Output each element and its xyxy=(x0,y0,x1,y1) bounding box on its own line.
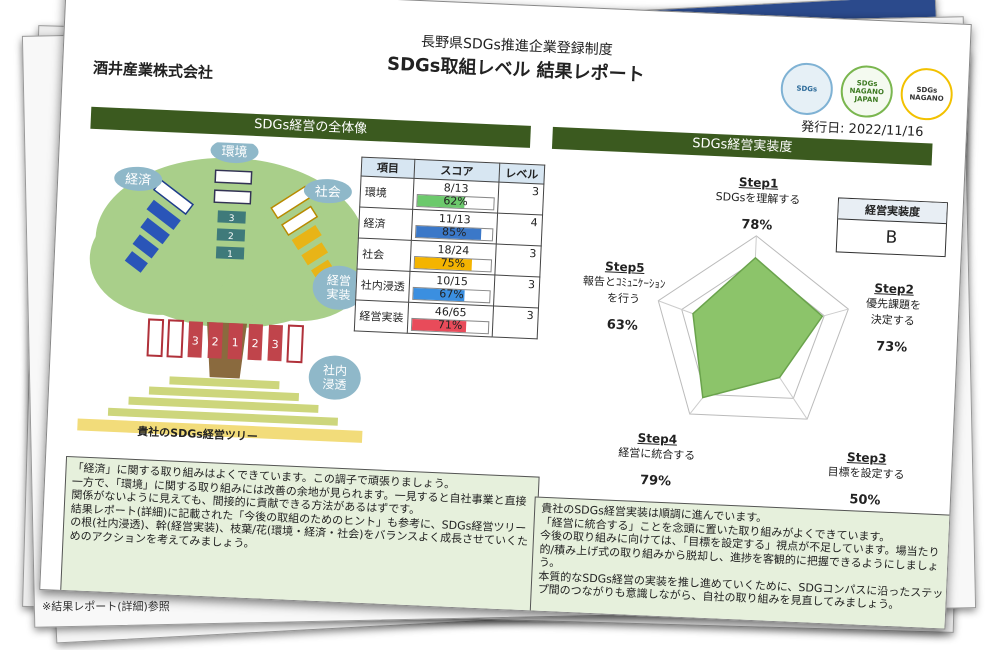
label-bubble-economy xyxy=(114,166,163,191)
row-item: 社会 xyxy=(357,238,412,272)
radar-chart: Step1 SDGsを理解する 78% Step2 優先課題を 決定する 73% Step3… xyxy=(566,148,940,508)
row-progress-bar: 75% xyxy=(413,255,493,273)
radar-step-label: Step5 報告とｺﾐｭﾆｹｰｼｮﾝ を行う 63% xyxy=(572,258,675,335)
issue-date: 発行日: 2022/11/16 xyxy=(800,119,924,141)
header-item: 項目 xyxy=(361,157,415,179)
step-title: Step5 xyxy=(604,259,645,276)
label-bubble-society xyxy=(303,179,352,204)
step-description: 報告とｺﾐｭﾆｹｰｼｮﾝ を行う xyxy=(582,274,666,306)
report-sheet: 長野県SDGs推進企業登録制度 SDGs取組レベル 結果レポート 酒井産業株式会… xyxy=(39,0,972,630)
step-title: Step3 xyxy=(846,450,887,466)
logo-group: SDGs SDGs NAGANO JAPAN SDGs NAGANO xyxy=(779,61,954,122)
step-title: Step1 xyxy=(738,175,779,191)
step-percentage: 79% xyxy=(639,473,672,490)
management-pillars: 3 2 1 2 3 xyxy=(146,318,305,364)
row-score-cell: 46/65 71% xyxy=(407,302,494,337)
svg-text:2: 2 xyxy=(211,335,219,348)
svg-text:2: 2 xyxy=(251,337,259,350)
step-title: Step2 xyxy=(874,281,915,297)
svg-text:1: 1 xyxy=(231,336,239,349)
radar-step-label: Step3 目標を設定する 50% xyxy=(815,449,917,510)
row-progress-label: 71% xyxy=(437,318,463,333)
row-level: 3 xyxy=(492,305,539,339)
row-progress-bar: 85% xyxy=(414,224,494,242)
row-level: 3 xyxy=(494,244,542,277)
step-percentage: 50% xyxy=(849,492,881,509)
nagano-sdgs-logo: SDGs xyxy=(779,61,834,117)
row-level: 3 xyxy=(493,275,540,308)
sdgs-nagano-japan-logo: SDGs NAGANO JAPAN xyxy=(839,64,894,119)
radar-grid-ring xyxy=(657,235,849,420)
radar-grid-ring xyxy=(681,260,825,399)
row-item: 環境 xyxy=(359,176,415,210)
row-progress-label: 85% xyxy=(441,225,467,240)
row-progress-label: 62% xyxy=(443,194,469,209)
root-level-4 xyxy=(107,407,339,426)
row-progress-bar: 67% xyxy=(412,286,491,304)
root-level-3 xyxy=(128,396,319,413)
row-score-cell: 10/15 67% xyxy=(408,271,495,306)
row-progress-bar: 71% xyxy=(410,317,490,335)
implementation-comment: 貴社のSDGs経営実装は順調に進んでいます。 「経営に統合する」ことを念頭に置い… xyxy=(529,496,959,630)
radar-step-label: Step4 経営に統合する 79% xyxy=(605,430,707,491)
svg-text:3: 3 xyxy=(191,334,199,347)
score-row: 経営実装 46/65 71% 3 xyxy=(354,299,539,339)
step-description: 経営に統合する xyxy=(617,446,696,463)
sdgs-tree-illustration: 3 2 1 2 3 3 2 1 xyxy=(77,138,370,443)
row-score-cell: 18/24 75% xyxy=(409,240,497,276)
svg-text:1: 1 xyxy=(227,250,233,260)
row-progress-label: 75% xyxy=(440,256,466,271)
row-score-cell: 8/13 62% xyxy=(412,178,499,214)
header-level: レベル xyxy=(498,163,545,185)
tree-label-management: 経営実装 xyxy=(326,273,351,302)
label-bubble-management xyxy=(312,265,365,310)
row-item: 経営実装 xyxy=(354,299,409,334)
economy-blocks xyxy=(124,179,195,273)
row-item: 社内浸透 xyxy=(355,268,410,303)
step-description: 優先課題を 決定する xyxy=(865,296,922,328)
root-level-2 xyxy=(148,386,300,402)
label-bubble-penetration xyxy=(308,355,361,400)
row-level: 4 xyxy=(496,213,543,246)
radar-svg xyxy=(657,235,849,420)
radar-step-label: Step2 優先課題を 決定する 73% xyxy=(841,280,944,357)
step-title: Step4 xyxy=(637,430,678,447)
label-bubble-environment xyxy=(210,138,259,164)
environment-blocks: 3 2 1 xyxy=(213,169,253,260)
footer-note: ※結果レポート(詳細)参照 xyxy=(42,600,170,613)
svg-text:2: 2 xyxy=(228,232,234,242)
step-description: SDGsを理解する xyxy=(715,190,801,207)
root-level-5 xyxy=(77,418,363,443)
tree-label-penetration: 社内浸透 xyxy=(322,362,347,392)
row-level: 3 xyxy=(497,182,544,216)
overview-comment: 「経済」に関する取り組みはよくできています。この調子で頑張りましょう。 一方で、… xyxy=(59,455,540,617)
score-table: 項目 スコア レベル 環境 8/13 62% 3 経済 11/13 85% 4 社会 18/24 7… xyxy=(353,156,546,340)
tree-label-environment: 環境 xyxy=(221,144,248,160)
sdgs-nagano-logo: SDGs NAGANO xyxy=(899,67,954,122)
row-score-cell: 11/13 85% xyxy=(411,209,498,245)
row-progress-bar: 62% xyxy=(416,194,495,211)
radar-step-label: Step1 SDGsを理解する 78% xyxy=(707,174,809,235)
step-description: 目標を設定する xyxy=(827,465,905,482)
tree-label-economy: 経済 xyxy=(125,171,152,188)
radar-area xyxy=(692,256,824,399)
row-item: 経済 xyxy=(358,207,413,241)
row-progress-label: 67% xyxy=(439,287,465,302)
svg-text:3: 3 xyxy=(228,214,234,224)
tree-label-society: 社会 xyxy=(314,184,341,201)
root-level-1 xyxy=(169,376,280,390)
svg-text:3: 3 xyxy=(271,338,279,351)
company-name: 酒井産業株式会社 xyxy=(92,58,214,83)
